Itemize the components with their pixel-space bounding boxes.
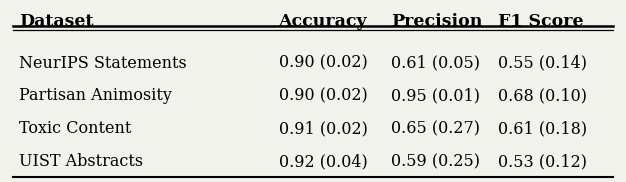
Text: 0.91 (0.02): 0.91 (0.02) [279,120,367,137]
Text: F1 Score: F1 Score [498,13,583,30]
Text: Dataset: Dataset [19,13,93,30]
Text: 0.61 (0.18): 0.61 (0.18) [498,120,587,137]
Text: 0.90 (0.02): 0.90 (0.02) [279,87,367,104]
Text: NeurIPS Statements: NeurIPS Statements [19,55,187,72]
Text: 0.59 (0.25): 0.59 (0.25) [391,153,480,170]
Text: 0.92 (0.04): 0.92 (0.04) [279,153,367,170]
Text: Partisan Animosity: Partisan Animosity [19,87,172,104]
Text: 0.61 (0.05): 0.61 (0.05) [391,55,480,72]
Text: 0.68 (0.10): 0.68 (0.10) [498,87,587,104]
Text: 0.65 (0.27): 0.65 (0.27) [391,120,480,137]
Text: 0.55 (0.14): 0.55 (0.14) [498,55,587,72]
Text: 0.53 (0.12): 0.53 (0.12) [498,153,587,170]
Text: 0.95 (0.01): 0.95 (0.01) [391,87,480,104]
Text: Precision: Precision [391,13,483,30]
Text: 0.90 (0.02): 0.90 (0.02) [279,55,367,72]
Text: UIST Abstracts: UIST Abstracts [19,153,143,170]
Text: Accuracy: Accuracy [279,13,367,30]
Text: Toxic Content: Toxic Content [19,120,131,137]
